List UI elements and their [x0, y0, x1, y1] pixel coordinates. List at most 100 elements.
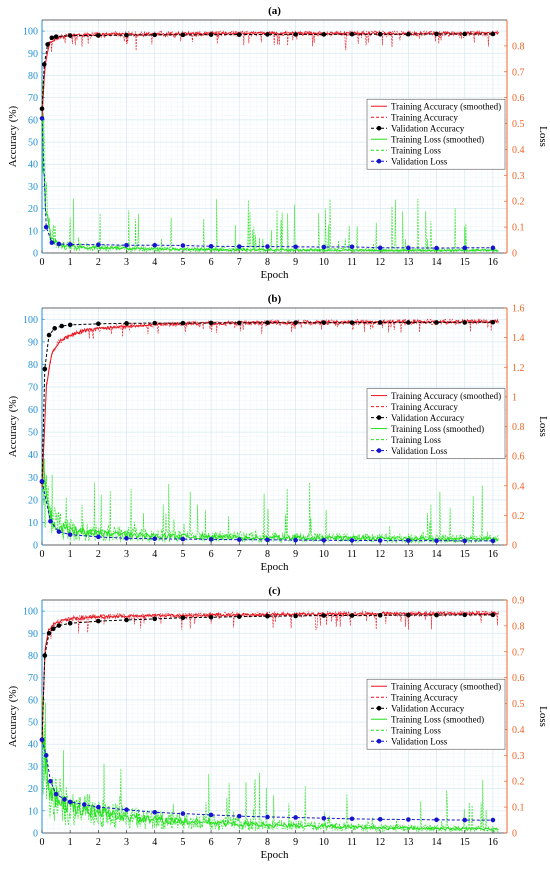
validation-accuracy-point — [349, 31, 355, 37]
validation-accuracy-point — [293, 320, 298, 325]
validation-accuracy-point — [490, 319, 496, 325]
validation-loss-point — [236, 537, 242, 542]
training-loss-line — [41, 458, 499, 545]
validation-accuracy-point — [49, 35, 55, 41]
validation-accuracy-point — [265, 320, 270, 325]
validation-accuracy-point — [377, 320, 383, 325]
x-tick-label: 12 — [375, 257, 385, 268]
validation-accuracy-point — [321, 613, 327, 618]
validation-accuracy-point — [67, 322, 73, 328]
x-tick-label: 4 — [152, 257, 157, 268]
validation-loss-point — [349, 816, 355, 822]
y-tick-label: 10 — [28, 518, 38, 529]
legend-box — [366, 388, 506, 459]
validation-accuracy-point — [236, 320, 242, 326]
training-loss-line — [41, 80, 499, 254]
y2-tick-label: 0.6 — [512, 673, 525, 684]
y-tick-label: 60 — [28, 115, 38, 126]
x-tick-label: 4 — [152, 549, 157, 560]
legend: Training Accuracy (smoothed)Training Acc… — [366, 678, 506, 750]
validation-accuracy-point — [349, 320, 355, 325]
validation-loss-point — [293, 537, 298, 543]
y-tick-label: 80 — [28, 360, 38, 371]
y-tick-label: 80 — [28, 71, 38, 82]
validation-accuracy-point — [59, 323, 65, 329]
y2-tick-label: 0.4 — [512, 145, 525, 156]
x-tick-label: 9 — [293, 549, 298, 560]
validation-accuracy-point — [46, 630, 52, 636]
validation-loss-point — [462, 817, 468, 823]
validation-loss-point — [180, 811, 186, 816]
y2-tick-label: 0.7 — [512, 67, 525, 78]
validation-loss-point — [265, 814, 270, 820]
y-axis-label: Accuracy (%) — [7, 685, 19, 747]
y2-tick-label: 1.4 — [512, 333, 525, 344]
validation-accuracy-point — [208, 320, 214, 326]
validation-accuracy-point — [96, 33, 101, 38]
y2-tick-label: 0.5 — [512, 119, 525, 130]
y2-tick-label: 0.4 — [512, 481, 525, 492]
validation-accuracy-point — [180, 32, 186, 38]
y-tick-label: 20 — [28, 495, 38, 506]
x-tick-label: 1 — [68, 549, 73, 560]
y2-axis-label: Loss — [537, 706, 549, 727]
validation-accuracy-point — [124, 32, 129, 38]
x-tick-label: 14 — [432, 837, 442, 848]
validation-accuracy-point — [53, 34, 59, 39]
legend-box — [366, 678, 506, 750]
y-tick-label: 10 — [28, 806, 38, 817]
validation-loss-point — [434, 817, 439, 823]
validation-loss-point — [349, 538, 355, 543]
validation-loss-point — [406, 538, 411, 543]
x-tick-label: 9 — [293, 257, 298, 268]
legend-marker — [376, 415, 382, 420]
validation-loss-point — [265, 537, 270, 543]
x-tick-label: 14 — [432, 257, 442, 268]
legend-label: Training Accuracy (smoothed) — [391, 681, 501, 691]
x-tick-label: 5 — [180, 837, 185, 848]
y2-tick-label: 0.1 — [512, 223, 525, 234]
y-tick-label: 90 — [28, 49, 38, 60]
validation-loss-point — [208, 812, 214, 818]
validation-accuracy-point — [434, 320, 439, 325]
legend: Training Accuracy (smoothed)Training Acc… — [366, 98, 506, 170]
validation-loss-point — [208, 243, 214, 249]
y-tick-label: 30 — [28, 762, 38, 773]
validation-loss-point — [39, 737, 45, 743]
validation-loss-point — [152, 242, 158, 248]
y2-tick-label: 0.4 — [512, 725, 525, 736]
validation-loss-point — [67, 799, 73, 805]
x-tick-label: 3 — [124, 549, 129, 560]
validation-loss-point — [67, 242, 73, 247]
validation-accuracy-point — [180, 320, 186, 326]
legend-label: Training Loss — [391, 725, 441, 735]
y2-tick-label: 0.3 — [512, 171, 525, 182]
legend-label: Validation Accuracy — [391, 703, 465, 713]
y-tick-label: 0 — [33, 829, 38, 840]
y2-tick-label: 0.7 — [512, 647, 525, 658]
validation-loss-point — [124, 807, 129, 812]
validation-accuracy-point — [462, 320, 468, 325]
validation-accuracy-point — [321, 320, 327, 325]
validation-loss-point — [406, 817, 411, 822]
validation-accuracy-point — [46, 332, 52, 338]
x-tick-label: 8 — [265, 257, 270, 268]
x-tick-label: 16 — [488, 549, 498, 560]
validation-loss-point — [152, 536, 158, 542]
validation-accuracy-point — [208, 32, 214, 37]
validation-accuracy-point — [152, 32, 158, 38]
y-tick-label: 90 — [28, 629, 38, 640]
validation-accuracy-point — [462, 612, 468, 618]
x-tick-label: 7 — [237, 257, 242, 268]
y-tick-label: 100 — [23, 315, 38, 326]
y-tick-label: 100 — [23, 27, 38, 38]
validation-accuracy-point — [265, 32, 270, 37]
x-tick-label: 2 — [96, 837, 101, 848]
validation-loss-point — [180, 243, 186, 248]
legend-label: Training Accuracy — [391, 692, 458, 702]
y2-axis-label: Loss — [537, 126, 549, 147]
y-tick-label: 70 — [28, 383, 38, 394]
validation-accuracy-point — [293, 32, 298, 37]
y-tick-label: 70 — [28, 93, 38, 104]
y-tick-label: 40 — [28, 740, 38, 751]
